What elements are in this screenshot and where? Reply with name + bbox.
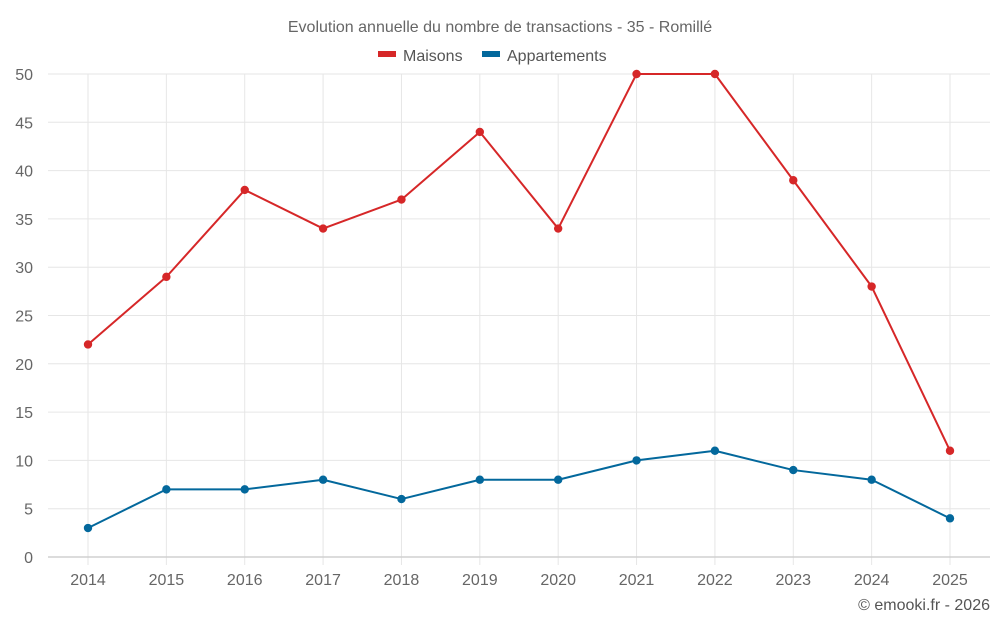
y-tick-label: 5 — [24, 502, 33, 519]
data-point-maisons[interactable] — [789, 176, 798, 185]
series-layer — [83, 69, 955, 533]
legend-label-maisons[interactable]: Maisons — [403, 48, 463, 65]
y-tick-label: 35 — [15, 212, 33, 229]
data-point-appartements[interactable] — [710, 446, 720, 455]
data-point-appartements[interactable] — [397, 494, 406, 504]
y-tick-label: 30 — [15, 260, 33, 277]
x-tick-label: 2015 — [149, 572, 185, 589]
legend-swatch-appartements — [482, 51, 500, 57]
legend: Maisons Appartements — [378, 48, 607, 65]
series-line-appartements — [87, 449, 951, 529]
data-point-maisons[interactable] — [240, 185, 249, 195]
data-point-appartements[interactable] — [632, 456, 641, 465]
y-axis-ticks: 0 5 10 15 20 25 30 35 40 45 50 — [15, 67, 33, 567]
y-tick-label: 15 — [15, 405, 33, 422]
series-maisons — [83, 69, 955, 455]
data-point-appartements[interactable] — [240, 485, 249, 494]
y-tick-label: 20 — [15, 357, 33, 374]
data-point-appartements[interactable] — [83, 523, 93, 533]
x-tick-label: 2025 — [932, 572, 968, 589]
grid — [48, 73, 990, 565]
y-tick-label: 25 — [15, 309, 33, 326]
chart-title: Evolution annuelle du nombre de transact… — [288, 19, 712, 36]
data-point-maisons[interactable] — [553, 224, 563, 233]
legend-label-appartements[interactable]: Appartements — [507, 48, 607, 65]
x-tick-label: 2020 — [540, 572, 576, 589]
x-tick-label: 2019 — [462, 572, 498, 589]
y-tick-label: 50 — [15, 67, 33, 84]
data-point-maisons[interactable] — [867, 282, 876, 291]
x-tick-label: 2023 — [775, 572, 811, 589]
x-tick-label: 2018 — [384, 572, 420, 589]
x-axis-ticks: 2014 2015 2016 2017 2018 2019 2020 2021 2022 2023… — [70, 572, 968, 589]
data-point-appartements[interactable] — [867, 475, 876, 484]
data-point-maisons[interactable] — [632, 69, 641, 79]
x-tick-label: 2016 — [227, 572, 263, 589]
data-point-appartements[interactable] — [162, 485, 171, 494]
x-tick-label: 2022 — [697, 572, 733, 589]
data-point-appartements[interactable] — [945, 514, 955, 523]
data-point-maisons[interactable] — [318, 224, 328, 233]
data-point-appartements[interactable] — [789, 465, 798, 475]
legend-swatch-maisons — [378, 51, 396, 57]
data-point-appartements[interactable] — [318, 475, 328, 484]
data-point-maisons[interactable] — [710, 69, 720, 79]
y-tick-label: 45 — [15, 115, 33, 132]
x-tick-label: 2014 — [70, 572, 106, 589]
y-tick-label: 40 — [15, 164, 33, 181]
data-point-maisons[interactable] — [945, 446, 955, 455]
data-point-maisons[interactable] — [397, 195, 406, 204]
data-point-maisons[interactable] — [162, 272, 171, 282]
credit-text: © emooki.fr - 2026 — [858, 597, 990, 614]
y-tick-label: 10 — [15, 453, 33, 470]
data-point-appartements[interactable] — [553, 475, 563, 484]
x-tick-label: 2017 — [305, 572, 341, 589]
series-appartements — [83, 446, 955, 533]
x-tick-label: 2021 — [619, 572, 655, 589]
data-point-appartements[interactable] — [475, 475, 485, 484]
y-tick-label: 0 — [24, 550, 33, 567]
data-point-maisons[interactable] — [83, 340, 93, 349]
series-line-maisons — [87, 73, 951, 452]
x-tick-label: 2024 — [854, 572, 890, 589]
data-point-maisons[interactable] — [475, 127, 485, 137]
